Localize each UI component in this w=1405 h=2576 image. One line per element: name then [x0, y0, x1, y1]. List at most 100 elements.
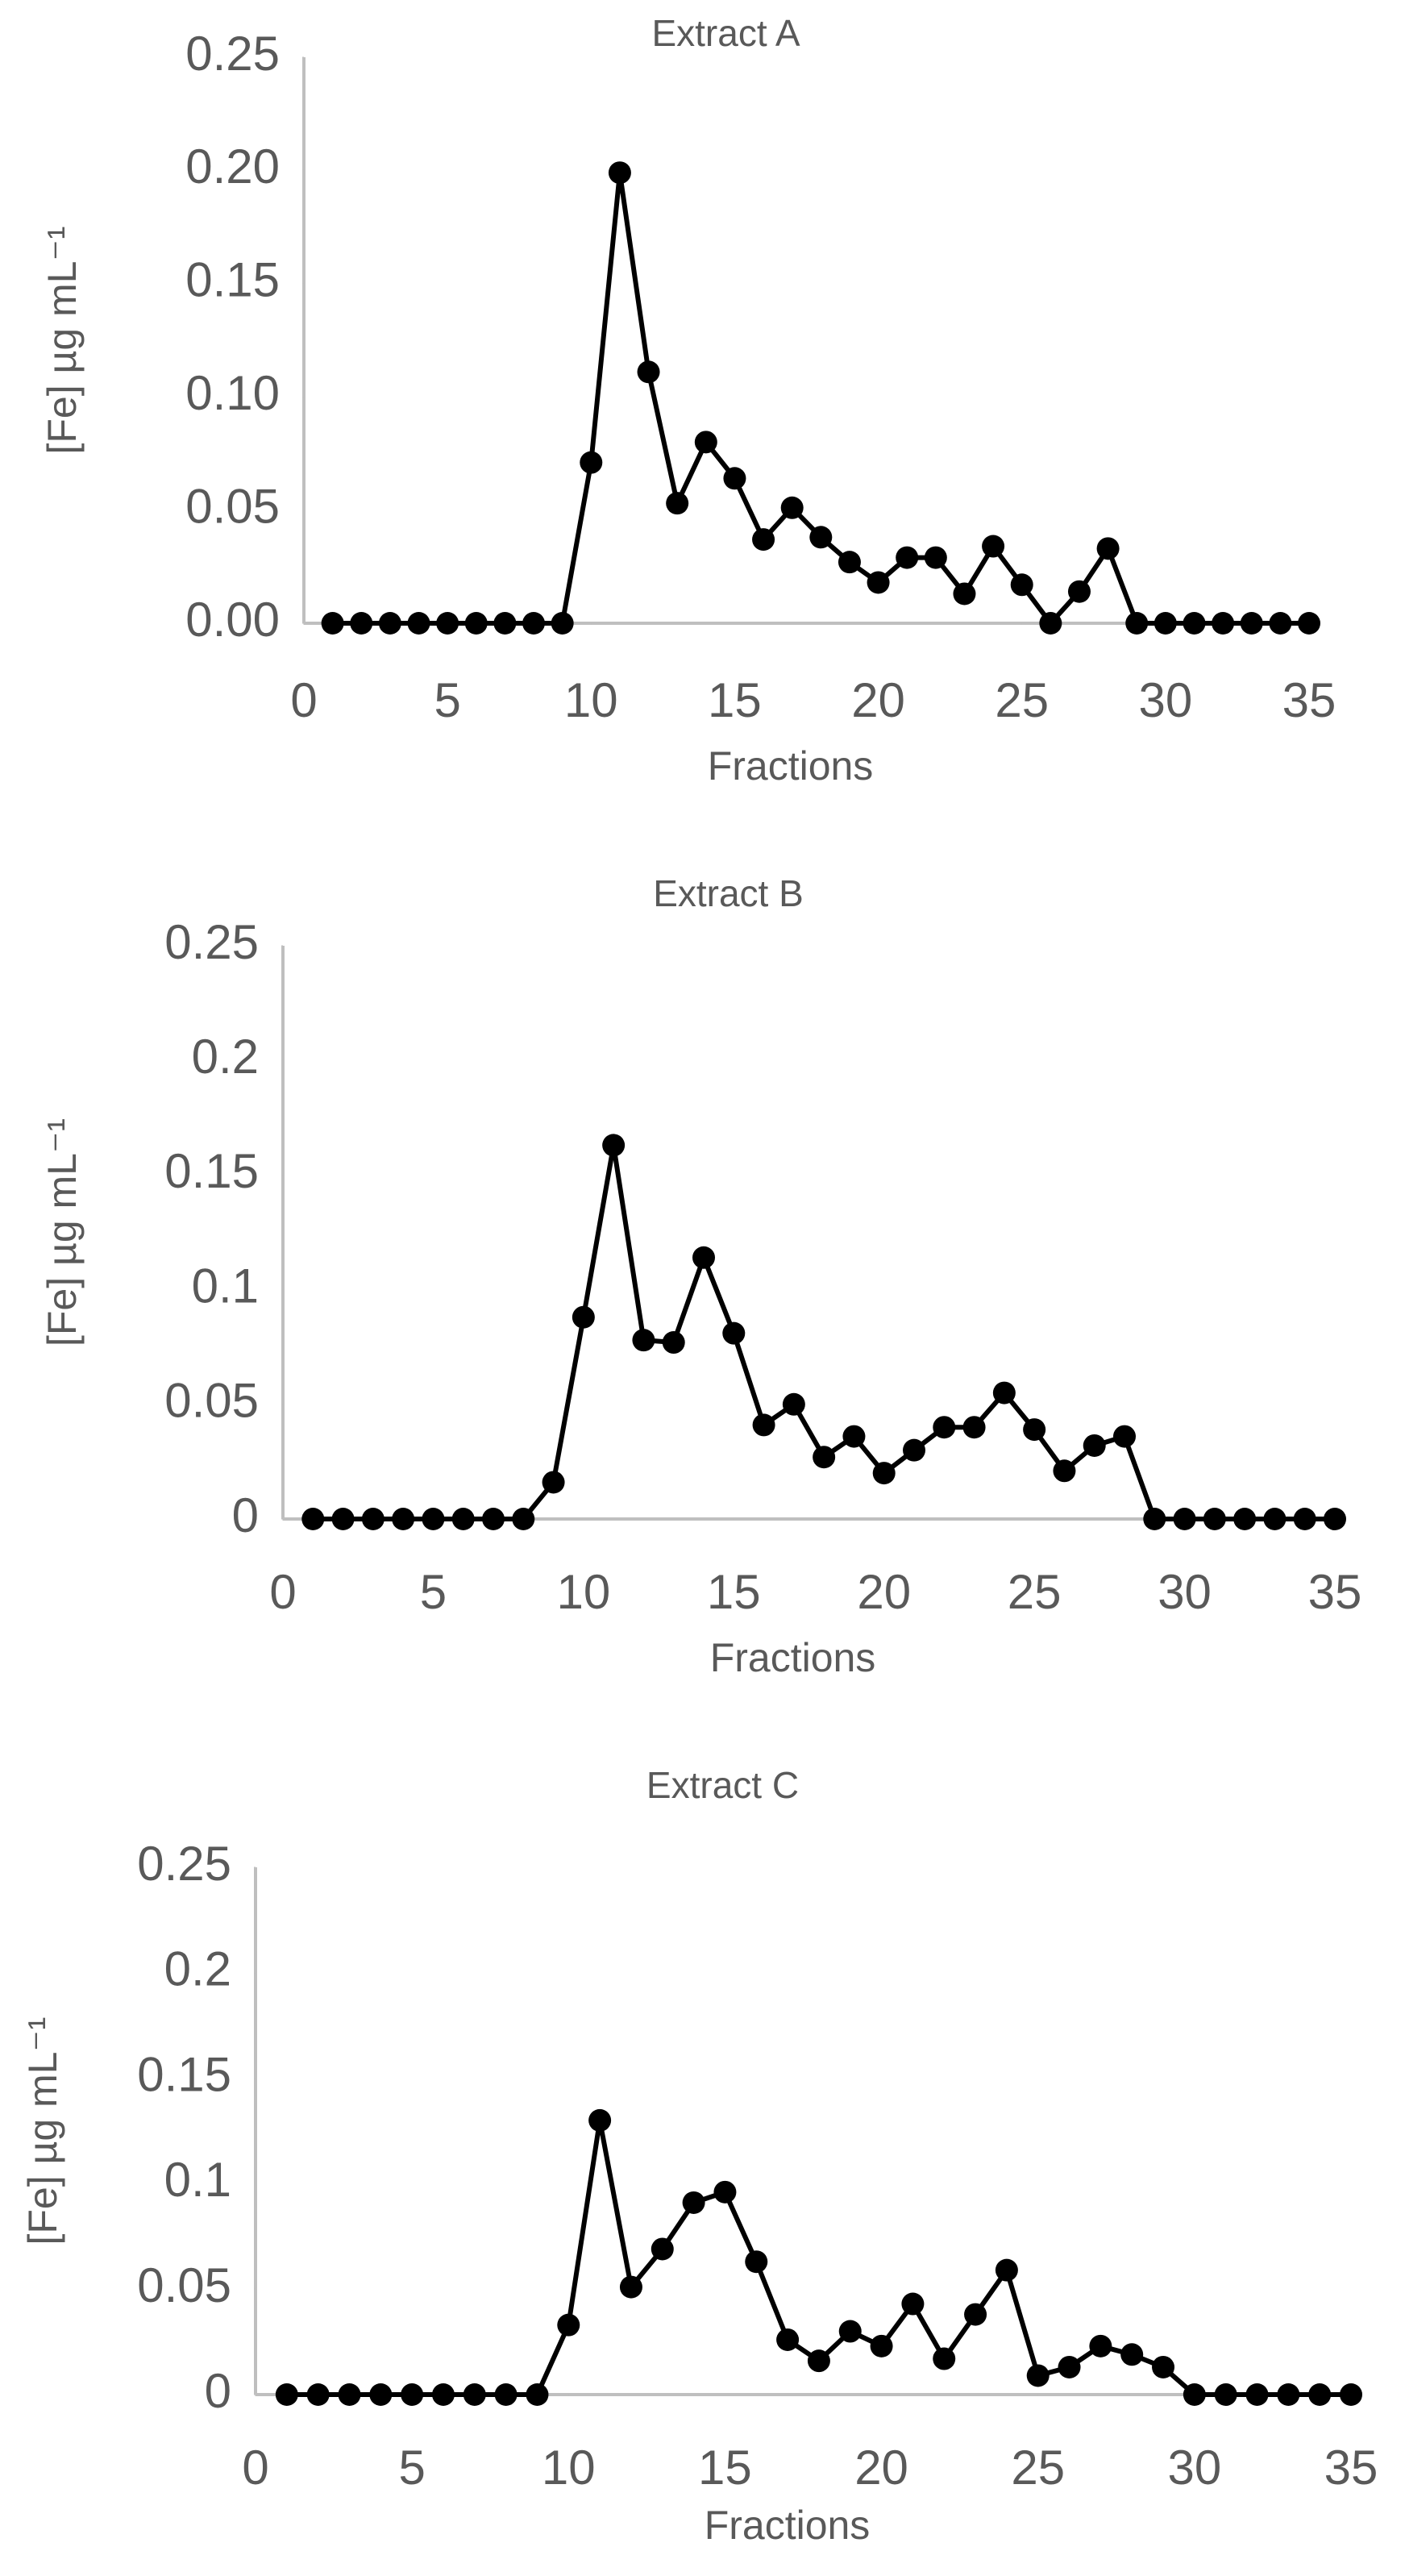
y-tick-label: 0.2	[164, 1942, 231, 1996]
data-point	[694, 431, 717, 454]
data-point	[275, 2383, 298, 2406]
y-tick-label: 0.25	[137, 1837, 231, 1891]
data-point	[1293, 1508, 1316, 1530]
data-point	[463, 2383, 486, 2406]
data-point	[464, 612, 488, 635]
data-point	[1089, 2334, 1112, 2358]
data-point	[338, 2383, 361, 2406]
data-point	[1203, 1508, 1226, 1530]
data-point	[1053, 1459, 1076, 1483]
data-point	[1154, 612, 1177, 635]
data-point	[588, 2108, 612, 2132]
data-point	[1269, 612, 1292, 635]
data-point	[933, 1416, 956, 1439]
chart: Extract B 0 0.05 0.1 0.15 0.2 0.25 0 5 10 15 20 25 30…	[39, 872, 1361, 1680]
data-point	[867, 571, 890, 594]
data-point	[809, 526, 833, 549]
data-point	[838, 551, 861, 574]
data-point	[1125, 612, 1149, 635]
data-point	[369, 2383, 393, 2406]
data-point	[321, 612, 344, 635]
x-tick-label: 35	[1308, 1565, 1362, 1619]
data-point	[1067, 580, 1091, 603]
x-tick-label: 30	[1167, 2441, 1221, 2495]
data-point	[637, 360, 660, 384]
y-tick-label: 0.25	[164, 915, 259, 969]
data-point	[723, 467, 746, 490]
data-point	[331, 1508, 355, 1530]
data-point	[619, 2275, 642, 2299]
data-point	[378, 612, 401, 635]
data-point	[982, 535, 1005, 558]
x-tick-label: 25	[1008, 1565, 1062, 1619]
data-point	[666, 492, 689, 515]
data-point	[870, 2334, 893, 2358]
data-point	[872, 1462, 896, 1485]
x-tick-label: 10	[542, 2441, 596, 2495]
y-tick-label: 0.00	[185, 593, 280, 647]
data-point	[526, 2383, 549, 2406]
x-tick-label: 30	[1138, 673, 1192, 727]
x-tick-label: 10	[556, 1565, 610, 1619]
data-point	[306, 2383, 330, 2406]
data-point	[924, 546, 947, 569]
data-point	[1173, 1508, 1196, 1530]
y-tick-label: 0.20	[185, 139, 280, 194]
data-point	[1212, 612, 1235, 635]
data-point	[995, 2258, 1018, 2282]
data-point	[933, 2347, 956, 2370]
data-point	[494, 2383, 518, 2406]
data-point	[813, 1446, 836, 1469]
data-point	[436, 612, 459, 635]
data-point	[1143, 1508, 1166, 1530]
data-point	[493, 612, 517, 635]
data-point	[512, 1508, 535, 1530]
y-tick-label: 0	[232, 1488, 259, 1542]
data-point	[407, 612, 430, 635]
data-point	[692, 1246, 715, 1269]
data-point	[1152, 2355, 1175, 2378]
data-point	[542, 1471, 565, 1494]
data-point	[842, 1425, 866, 1448]
data-point	[572, 1305, 595, 1329]
data-point	[1340, 2383, 1362, 2406]
data-point	[1183, 612, 1206, 635]
data-point	[896, 546, 919, 569]
data-point	[431, 2383, 455, 2406]
data-point	[1277, 2383, 1300, 2406]
x-tick-label: 20	[857, 1565, 911, 1619]
data-point	[807, 2349, 830, 2373]
y-tick-label: 0.1	[192, 1259, 259, 1313]
data-point	[1083, 1434, 1106, 1457]
data-point	[782, 1392, 805, 1416]
data-point	[964, 2303, 987, 2326]
x-tick-label: 5	[420, 1565, 447, 1619]
x-axis-label: Fractions	[708, 743, 874, 789]
y-tick-label: 0.05	[185, 479, 280, 533]
data-point	[1096, 537, 1120, 560]
data-point	[522, 612, 546, 635]
data-point	[713, 2180, 737, 2204]
data-point	[662, 1331, 685, 1355]
x-tick-label: 25	[1011, 2441, 1065, 2495]
data-point	[901, 2292, 925, 2316]
data-point	[1183, 2383, 1206, 2406]
y-axis-label: [Fe] µg mL⁻¹	[20, 2016, 65, 2245]
data-point	[752, 1413, 775, 1437]
x-tick-label: 15	[707, 1565, 761, 1619]
data-point	[682, 2191, 705, 2214]
x-tick-label: 15	[698, 2441, 752, 2495]
y-tick-label: 0.15	[137, 2047, 231, 2101]
x-tick-label: 35	[1282, 673, 1336, 727]
data-point	[1240, 612, 1263, 635]
data-point	[752, 528, 775, 551]
data-point	[1233, 1508, 1257, 1530]
data-point	[632, 1329, 655, 1352]
data-point	[776, 2328, 800, 2351]
data-point	[1023, 1418, 1046, 1442]
data-point	[1026, 2364, 1050, 2387]
data-point	[1245, 2383, 1269, 2406]
x-tick-label: 25	[995, 673, 1049, 727]
